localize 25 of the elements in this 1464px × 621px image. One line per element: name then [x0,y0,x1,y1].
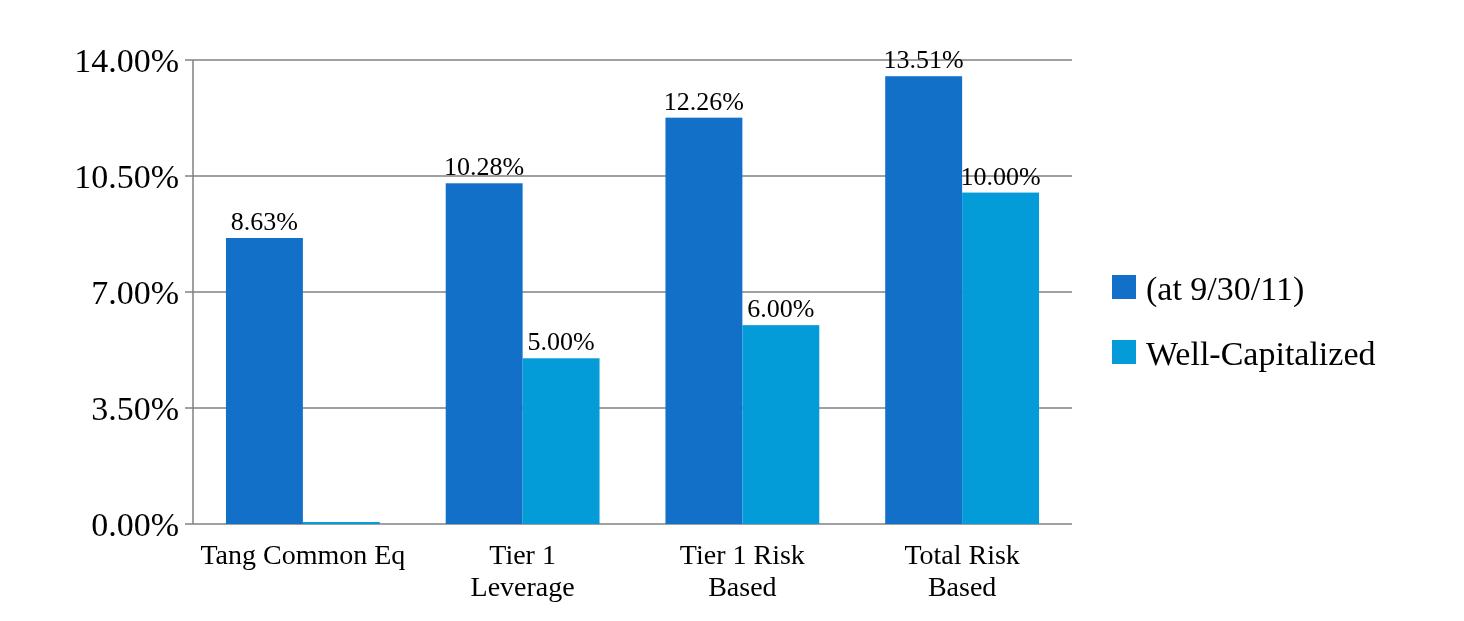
legend-label: (at 9/30/11) [1146,269,1305,308]
bar [445,183,523,524]
y-tick-label: 3.50% [91,389,179,427]
x-tick-label: Total Risk Based [904,539,1020,602]
data-label: 6.00% [747,294,815,324]
bar [742,325,820,524]
data-label: 8.63% [230,206,298,236]
x-tick-label: Tang Common Eq [200,539,406,570]
data-label: 13.51% [883,45,964,75]
bar [665,117,743,524]
x-tick-label: Tier 1 Risk Based [679,539,805,602]
bar [885,76,963,524]
bar [962,192,1040,524]
bar [225,237,303,524]
legend-label: Well-Capitalized [1146,334,1376,372]
data-label: 10.00% [960,161,1041,191]
y-tick-label: 7.00% [91,273,179,311]
y-tick-label: 0.00% [91,505,179,543]
y-tick-label: 10.50% [74,157,179,195]
y-tick-label: 14.00% [74,41,179,79]
data-label: 5.00% [527,327,595,357]
bar [522,358,600,524]
data-label: 12.26% [663,86,744,116]
data-label: 10.28% [444,152,525,182]
x-tick-label: Tier 1 Leverage [470,539,575,602]
